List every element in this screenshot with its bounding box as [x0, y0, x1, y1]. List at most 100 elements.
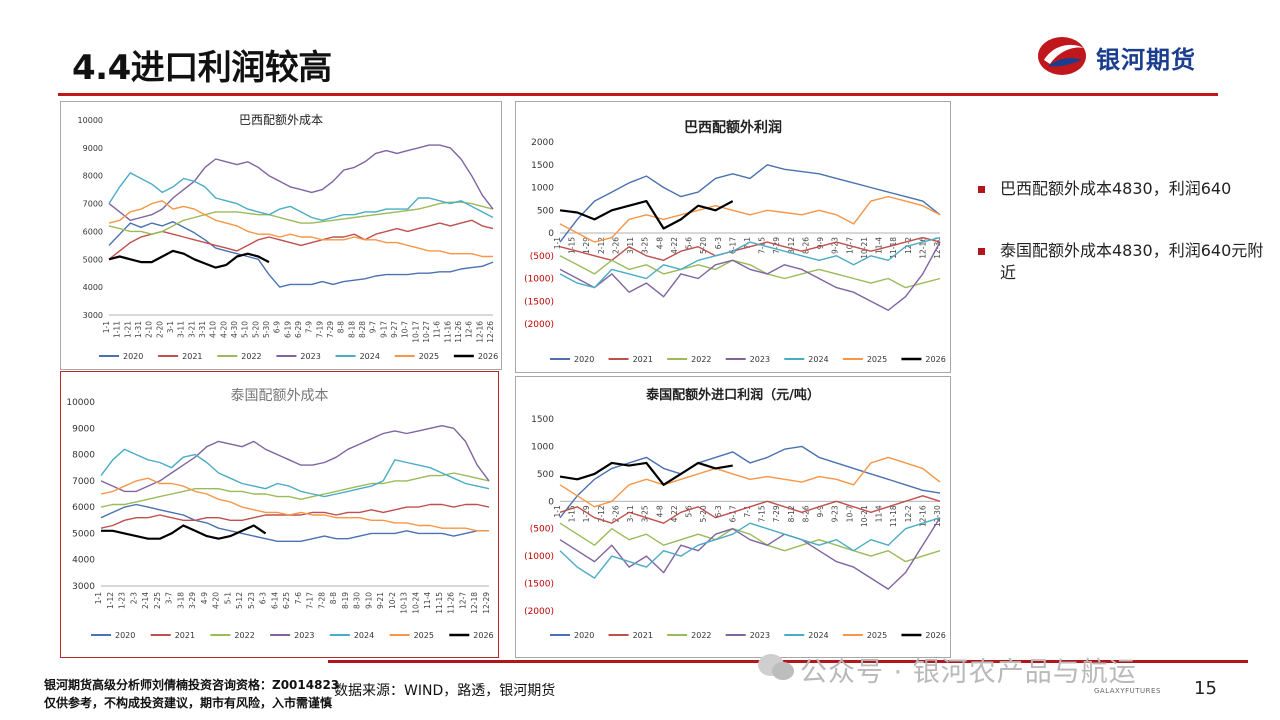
chart-thailand-cost: 泰国配额外成本 3000 4000 5000 6000 7000 8000 9000 10000…: [66, 388, 493, 640]
series-line-2023: [559, 241, 941, 312]
legend-label: 2025: [419, 352, 439, 361]
y-tick-label: 4000: [72, 556, 95, 566]
x-tick-label: 10-21: [860, 505, 869, 527]
x-tick-label: 3-11: [626, 237, 635, 254]
legend-label: 2023: [294, 631, 314, 640]
x-tick-label: 5-23: [247, 592, 256, 609]
x-tick-label: 10-21: [860, 237, 869, 259]
x-tick-label: 11-4: [423, 592, 432, 609]
x-tick-label: 9-10: [364, 592, 373, 609]
x-tick-label: 3-1: [166, 321, 175, 333]
x-tick-label: 9-23: [831, 505, 840, 522]
x-tick-label: 7-29: [326, 321, 335, 338]
x-tick-label: 8-30: [353, 592, 362, 609]
x-tick-label: 4-8: [655, 505, 664, 517]
bullet-item: 泰国配额外成本4830，利润640元附近: [976, 240, 1266, 284]
series-line-2024: [108, 172, 494, 222]
y-tick-label: 1500: [531, 415, 554, 425]
series-line-2023: [100, 425, 490, 493]
x-tick-label: 5-6: [685, 505, 694, 517]
legend-label: 2024: [808, 631, 828, 640]
series-line-2022: [559, 522, 941, 563]
chart-brazil-cost: 巴西配额外成本 3000 4000 5000 6000 7000 8000 9000 10000…: [78, 113, 499, 361]
chart-title: 泰国配额外成本: [231, 388, 329, 404]
x-tick-label: 12-7: [458, 592, 467, 609]
x-tick-label: 7-15: [758, 505, 767, 522]
x-tick-label: 11-6: [433, 321, 442, 338]
x-tick-label: 9-23: [831, 237, 840, 254]
brand-logo: 银河期货: [1036, 34, 1236, 78]
x-tick-label: 5-1: [223, 592, 232, 604]
x-tick-label: 1-15: [568, 237, 577, 254]
series-line-2020: [100, 503, 489, 543]
x-tick-label: 5-20: [251, 321, 260, 338]
series-line-2022: [108, 201, 494, 235]
chart-brazil-profit: 巴西配额外利润 2000 1500 1000 500 0 (500) (1000) (1500)…: [524, 119, 946, 364]
x-tick-label: 9-17: [379, 321, 388, 338]
y-tick-label: 5000: [83, 255, 103, 264]
x-tick-label: 2-20: [155, 321, 164, 338]
x-tick-label: 2-14: [141, 592, 150, 609]
x-tick-label: 11-18: [889, 505, 898, 527]
x-tick-label: 2-25: [153, 592, 162, 609]
x-tick-label: 9-27: [390, 321, 399, 338]
chart-title: 巴西配额外利润: [684, 119, 782, 136]
logo-text: 银河期货: [1096, 46, 1196, 74]
x-tick-label: 10-24: [411, 592, 420, 614]
x-tick-label: 10-27: [422, 321, 431, 343]
x-tick-label: 4-22: [670, 237, 679, 254]
x-tick-label: 8-28: [358, 321, 367, 338]
chart-thailand-profit: 泰国配额外进口利润（元/吨） 1500 1000 500 0 (500) (1000) (15…: [524, 387, 946, 640]
legend-label: 2024: [360, 352, 380, 361]
bullet-text: 泰国配额外成本4830，利润640元附近: [1000, 241, 1264, 282]
x-tick-label: 2-12: [597, 505, 606, 522]
y-tick-label: 9000: [83, 144, 103, 153]
legend-label: 2022: [691, 631, 711, 640]
header-rule: [58, 93, 1218, 96]
x-tick-label: 5-30: [262, 321, 271, 338]
series-line-2021: [100, 503, 490, 529]
x-tick-label: 11-4: [875, 505, 884, 522]
x-tick-label: 6-29: [294, 321, 303, 338]
x-tick-label: 6-25: [282, 592, 291, 609]
y-tick-label: 8000: [72, 451, 95, 461]
y-tick-label: (500): [530, 252, 554, 262]
bullet-item: 巴西配额外成本4830，利润640: [976, 178, 1266, 200]
y-tick-label: (2000): [524, 607, 554, 617]
x-tick-label: 3-21: [187, 321, 196, 338]
series-line-2020: [108, 220, 494, 288]
x-tick-label: 5-12: [235, 592, 244, 609]
bullet-list: 巴西配额外成本4830，利润640 泰国配额外成本4830，利润640元附近: [976, 178, 1266, 324]
x-tick-label: 12-16: [475, 321, 484, 343]
y-tick-label: 3000: [72, 582, 95, 592]
x-tick-label: 5-20: [699, 237, 708, 254]
page-title: 4.4进口利润较高: [72, 48, 332, 88]
x-tick-label: 6-14: [270, 592, 279, 609]
y-tick-label: 7000: [83, 200, 103, 209]
series-line-2022: [100, 472, 490, 508]
x-tick-label: 12-16: [918, 237, 927, 259]
legend-label: 2025: [867, 355, 887, 364]
legend-label: 2023: [300, 352, 320, 361]
x-tick-label: 6-3: [259, 592, 268, 604]
galaxy-label: GALAXYFUTURES: [1094, 687, 1161, 695]
y-tick-label: 1000: [531, 184, 554, 194]
chart-panel-thailand-profit: 泰国配额外进口利润（元/吨） 1500 1000 500 0 (500) (1000) (15…: [515, 376, 951, 658]
x-tick-label: 6-3: [714, 237, 723, 249]
series-line-2024: [559, 517, 941, 579]
y-tick-label: 0: [548, 497, 554, 507]
x-tick-label: 8-8: [337, 321, 346, 333]
y-tick-label: (1500): [524, 580, 554, 590]
chart-panel-brazil-cost: 巴西配额外成本 3000 4000 5000 6000 7000 8000 9000 10000…: [60, 101, 502, 370]
legend-label: 2024: [808, 355, 828, 364]
x-tick-label: 9-9: [816, 237, 825, 249]
x-tick-label: 10-7: [845, 505, 854, 522]
watermark: 公众号 · 银河农产品与航运: [800, 650, 1137, 689]
x-tick-label: 3-18: [176, 592, 185, 609]
x-tick-label: 6-17: [728, 237, 737, 254]
x-tick-label: 1-12: [106, 592, 115, 609]
x-tick-label: 1-1: [553, 505, 562, 517]
chart-panel-brazil-profit: 巴西配额外利润 2000 1500 1000 500 0 (500) (1000) (1500)…: [515, 101, 951, 373]
page-number: 15: [1194, 678, 1217, 699]
x-tick-label: 5-10: [241, 321, 250, 338]
